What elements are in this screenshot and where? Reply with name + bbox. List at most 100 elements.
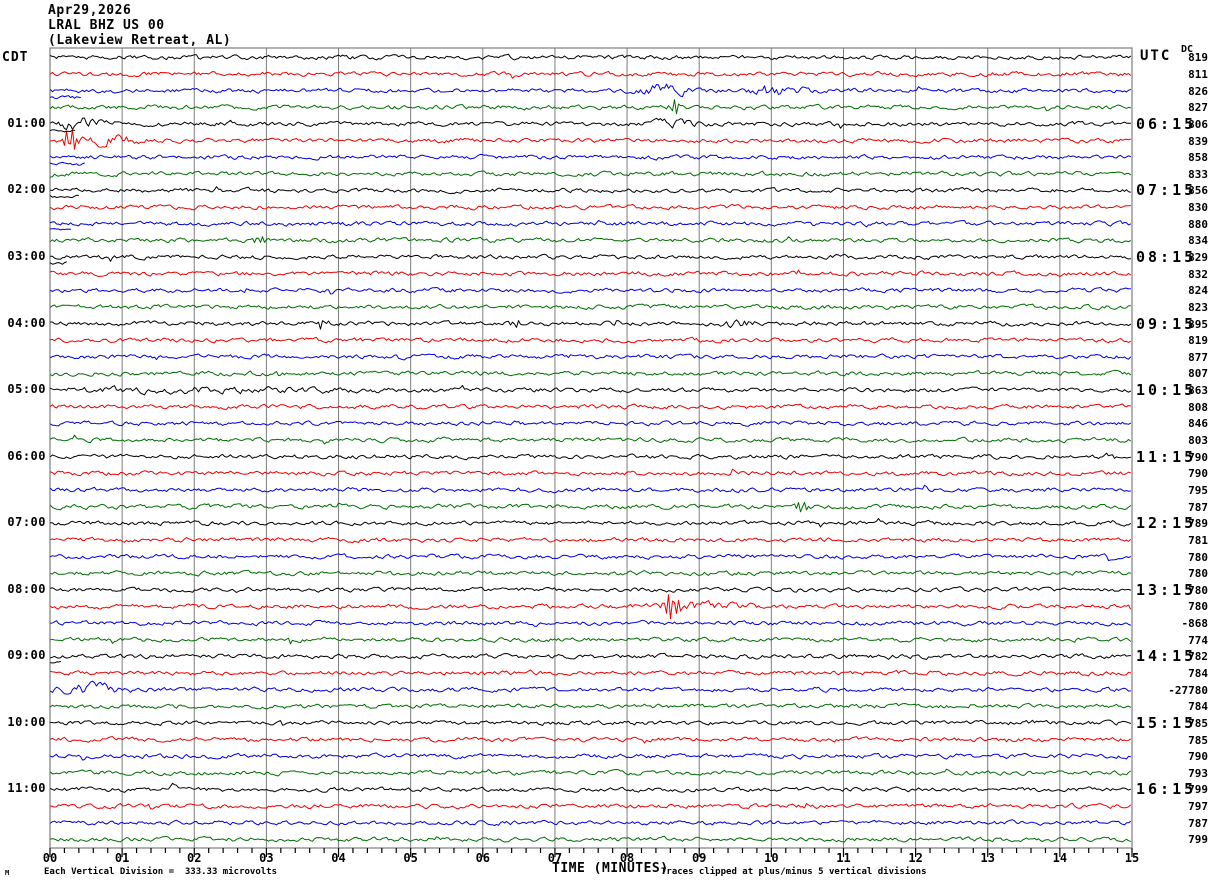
trace-line xyxy=(50,484,1131,494)
trace-line xyxy=(50,452,1131,461)
trace-line xyxy=(50,835,1131,843)
minute-label: 08 xyxy=(619,851,635,865)
dc-value: 826 xyxy=(1188,84,1208,98)
dc-value: 774 xyxy=(1188,633,1208,647)
trace-line xyxy=(50,287,1131,295)
dc-value: 833 xyxy=(1188,167,1208,181)
dc-value: 790 xyxy=(1188,750,1208,764)
dc-value: 790 xyxy=(1188,467,1208,481)
dc-value: 880 xyxy=(1188,217,1208,231)
left-hour-label: 03:00 xyxy=(7,248,46,263)
trace-line xyxy=(50,752,1131,761)
dc-value: 829 xyxy=(1188,250,1208,264)
title-date: Apr29,2026 xyxy=(48,3,132,18)
dc-value: 793 xyxy=(1188,766,1208,780)
minute-label: 04 xyxy=(331,851,346,865)
utc-hour-label: 12:15 xyxy=(1136,514,1197,533)
trace-line xyxy=(50,253,1131,262)
trace-line xyxy=(50,501,1131,513)
dc-value: 799 xyxy=(1188,783,1208,797)
title-station: LRAL BHZ US 00 xyxy=(48,18,165,33)
dc-value: 782 xyxy=(1188,650,1208,664)
left-hour-label: 08:00 xyxy=(7,581,46,596)
trace-line xyxy=(50,369,1131,377)
trace-line xyxy=(50,403,1131,411)
trace-line xyxy=(50,117,1131,130)
dc-value: 839 xyxy=(1188,134,1208,148)
right-timezone-label: UTC xyxy=(1140,48,1172,64)
dc-value: 789 xyxy=(1188,517,1208,531)
left-hour-label: 10:00 xyxy=(7,714,46,729)
utc-hour-label: 08:15 xyxy=(1136,247,1197,266)
utc-hour-label: 14:15 xyxy=(1136,647,1197,666)
left-hour-label: 01:00 xyxy=(7,115,46,130)
trace-line xyxy=(50,319,1131,330)
minute-label: 15 xyxy=(1124,851,1140,865)
dc-value: 780 xyxy=(1188,600,1208,614)
dc-value: -27780 xyxy=(1168,683,1208,697)
dc-value: 780 xyxy=(1188,567,1208,581)
left-hour-label: 07:00 xyxy=(7,515,46,530)
trace-line xyxy=(50,802,1131,810)
dc-column-header: DC xyxy=(1181,44,1194,55)
trace-line xyxy=(50,553,1131,561)
trace-offset-segment xyxy=(50,194,79,198)
left-timezone-label: CDT xyxy=(2,50,29,65)
trace-line xyxy=(50,153,1131,161)
trace-line xyxy=(50,719,1131,726)
dc-value: 863 xyxy=(1188,384,1208,398)
utc-hour-label: 13:15 xyxy=(1136,580,1197,599)
left-hour-label: 09:00 xyxy=(7,648,46,663)
minute-label: 10 xyxy=(764,851,779,865)
trace-line xyxy=(50,99,1131,115)
trace-line xyxy=(50,186,1131,195)
left-hour-label: 04:00 xyxy=(7,315,46,330)
trace-line xyxy=(50,420,1131,427)
dc-value: 799 xyxy=(1188,833,1208,847)
dc-value: 780 xyxy=(1188,550,1208,564)
trace-line xyxy=(50,236,1131,244)
plot-border xyxy=(49,47,1133,849)
dc-value: 895 xyxy=(1188,317,1208,331)
trace-line xyxy=(50,269,1131,277)
dc-value: 787 xyxy=(1188,816,1208,830)
trace-line xyxy=(50,220,1131,228)
dc-value: 819 xyxy=(1188,334,1208,348)
dc-value: 823 xyxy=(1188,300,1208,314)
utc-hour-label: 06:15 xyxy=(1136,114,1197,133)
utc-hour-label: 07:15 xyxy=(1136,181,1197,200)
trace-offset-segment xyxy=(50,228,71,231)
trace-line xyxy=(50,53,1131,61)
left-hour-label: 05:00 xyxy=(7,382,46,397)
dc-value: 827 xyxy=(1188,101,1208,115)
trace-line xyxy=(50,336,1131,344)
trace-line xyxy=(50,819,1131,826)
dc-value: 790 xyxy=(1188,450,1208,464)
dc-value: 846 xyxy=(1188,417,1208,431)
trace-line xyxy=(50,636,1131,645)
trace-offset-segment xyxy=(50,161,85,166)
dc-value: 780 xyxy=(1188,583,1208,597)
trace-line xyxy=(50,468,1131,477)
x-axis-ticks xyxy=(49,848,1133,857)
title-location: (Lakeview Retreat, AL) xyxy=(48,33,232,48)
trace-line xyxy=(50,702,1131,710)
dc-value: 806 xyxy=(1188,117,1208,131)
scale-note: Each Vertical Division = 333.33 microvol… xyxy=(44,867,277,877)
dc-value: 781 xyxy=(1188,533,1208,547)
dc-value: 811 xyxy=(1188,67,1208,81)
left-hour-label: 11:00 xyxy=(7,781,46,796)
dc-value: 834 xyxy=(1188,234,1208,248)
dc-value: -868 xyxy=(1181,617,1209,631)
x-axis-title: TIME (MINUTES) xyxy=(552,861,669,876)
utc-hour-label: 09:15 xyxy=(1136,314,1197,333)
trace-offset-segment xyxy=(50,661,61,664)
trace-line xyxy=(50,586,1131,593)
dc-value: 807 xyxy=(1188,367,1208,381)
trace-line xyxy=(50,768,1131,777)
minute-label: 09 xyxy=(691,851,707,865)
dc-value: 858 xyxy=(1188,151,1208,165)
clip-note: Traces clipped at plus/minus 5 vertical … xyxy=(661,867,927,877)
